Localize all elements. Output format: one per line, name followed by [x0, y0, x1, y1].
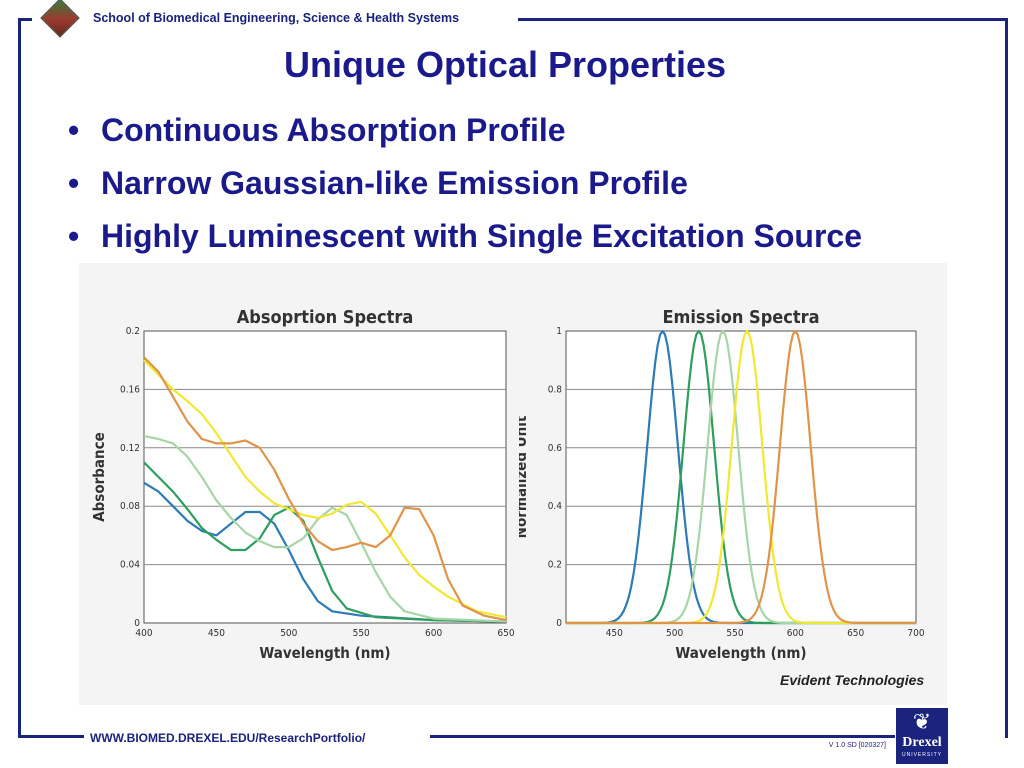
bullet-list: • Continuous Absorption Profile • Narrow G…	[68, 108, 862, 267]
figure-credit: Evident Technologies	[780, 672, 925, 688]
footer-url-link[interactable]: WWW.BIOMED.DREXEL.EDU/ResearchPortfolio/	[86, 731, 370, 745]
x-tick-label: 650	[847, 628, 864, 639]
y-tick-label: 0	[556, 618, 562, 629]
x-tick-label: 400	[135, 628, 152, 639]
y-tick-label: 0.2	[126, 326, 140, 337]
bullet-text: Highly Luminescent with Single Excitatio…	[101, 218, 863, 254]
x-tick-label: 550	[353, 628, 370, 639]
drexel-logo: ❦ Drexel UNIVERSITY	[896, 708, 948, 764]
chart-title: Absoprtion Spectra	[237, 307, 414, 328]
y-tick-label: 0	[134, 618, 140, 629]
bullet-item: • Narrow Gaussian-like Emission Profile	[68, 161, 862, 214]
x-axis-label: Wavelength (nm)	[259, 644, 390, 662]
y-tick-label: 0.04	[120, 560, 140, 571]
y-tick-label: 1	[556, 326, 562, 337]
y-tick-label: 0.8	[548, 384, 563, 395]
bullet-text: Narrow Gaussian-like Emission Profile	[101, 165, 688, 201]
frame-bottom-right	[430, 735, 895, 738]
x-tick-label: 600	[787, 628, 804, 639]
y-tick-label: 0.16	[120, 384, 140, 395]
series-line-1	[143, 461, 507, 623]
series-line-3	[143, 359, 507, 619]
bullet-dot-icon: •	[68, 218, 80, 254]
logo-name: Drexel	[902, 735, 942, 750]
x-tick-label: 450	[606, 628, 623, 639]
logo-subtext: UNIVERSITY	[901, 752, 942, 758]
series-line-2	[143, 435, 507, 623]
bullet-item: • Continuous Absorption Profile	[68, 108, 862, 161]
dragon-icon: ❦	[912, 709, 932, 734]
school-logo-icon	[40, 0, 80, 38]
bullet-text: Continuous Absorption Profile	[101, 112, 566, 148]
y-axis-label: Absorbance	[90, 432, 108, 522]
bullet-dot-icon: •	[68, 165, 80, 201]
x-tick-label: 650	[497, 628, 514, 639]
emission-chart: Emission Spectra 0 0.2 0.4 0.6 0.8 1 450 500 550 6…	[519, 307, 925, 662]
x-tick-label: 600	[425, 628, 442, 639]
y-tick-label: 0.4	[548, 501, 563, 512]
frame-top-right	[518, 18, 1008, 21]
x-tick-label: 550	[726, 628, 743, 639]
y-axis-label: Normalized Unit	[519, 415, 530, 538]
spectra-figure: Absoprtion Spectra 0 0.04 0.08 0.12 0.16 0.2 40…	[79, 263, 947, 705]
x-axis-label: Wavelength (nm)	[675, 644, 806, 662]
frame-right	[1005, 18, 1008, 738]
y-tick-label: 0.12	[120, 443, 140, 454]
series-line-4	[143, 356, 507, 622]
x-tick-label: 500	[666, 628, 683, 639]
y-tick-label: 0.6	[548, 443, 563, 454]
frame-bottom-left	[18, 735, 84, 738]
bullet-item: • Highly Luminescent with Single Excitati…	[68, 214, 862, 267]
frame-left	[18, 18, 21, 738]
frame-top-left	[18, 18, 32, 21]
version-label: V 1.0 SD [020327]	[828, 742, 886, 749]
y-tick-label: 0.08	[120, 501, 140, 512]
series-line-0	[143, 481, 507, 623]
plot-area	[143, 330, 507, 624]
absorption-chart: Absoprtion Spectra 0 0.04 0.08 0.12 0.16 0.2 40…	[90, 307, 515, 662]
slide-title: Unique Optical Properties	[283, 44, 727, 85]
y-tick-label: 0.2	[548, 560, 562, 571]
x-tick-label: 500	[280, 628, 297, 639]
x-tick-label: 450	[208, 628, 225, 639]
school-name: School of Biomedical Engineering, Scienc…	[91, 11, 462, 25]
chart-title: Emission Spectra	[662, 307, 819, 328]
bullet-dot-icon: •	[68, 112, 80, 148]
series-line-4	[566, 329, 916, 625]
x-tick-label: 700	[907, 628, 924, 639]
